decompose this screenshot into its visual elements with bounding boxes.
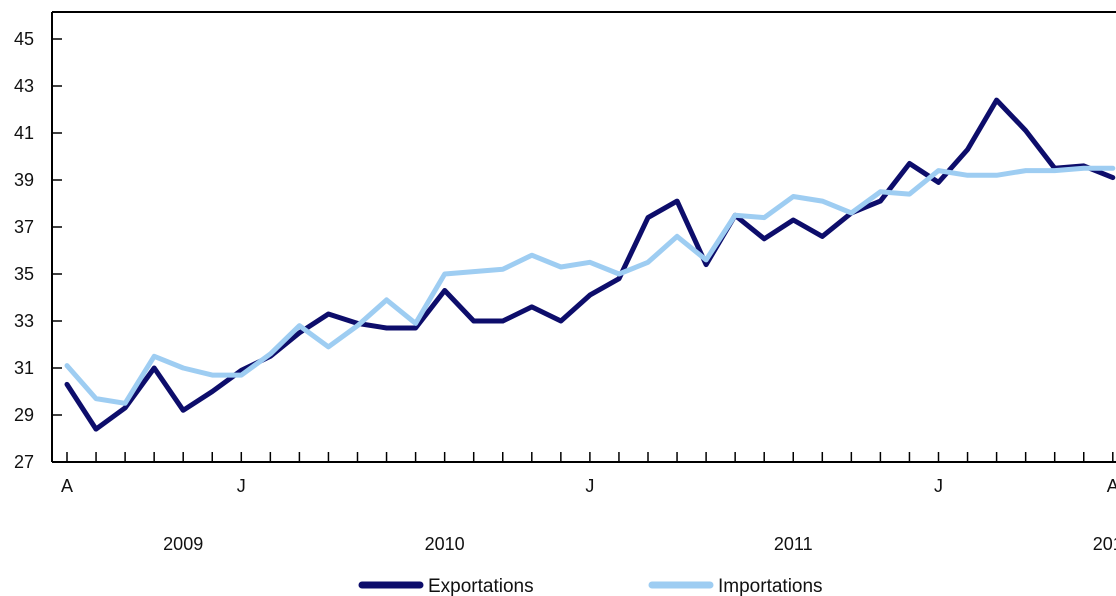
- year-label: 2012: [1093, 534, 1116, 554]
- x-tick-label: J: [934, 476, 943, 496]
- x-axis-ticks: A J J J A 2009 2010 2011 2012: [61, 452, 1116, 554]
- legend-label-importations: Importations: [718, 576, 823, 596]
- legend-label-exportations: Exportations: [428, 576, 534, 596]
- series-line-importations: [64, 165, 1116, 406]
- legend: Exportations Importations: [358, 576, 823, 596]
- y-tick-label: 37: [14, 217, 34, 237]
- y-tick-label: 29: [14, 405, 34, 425]
- x-tick-label: J: [585, 476, 594, 496]
- year-label: 2011: [774, 534, 813, 554]
- x-tick-label: J: [237, 476, 246, 496]
- y-tick-label: 45: [14, 29, 34, 49]
- y-tick-label: 43: [14, 76, 34, 96]
- y-axis-ticks: 27 29 31 33 35 37 39 41 43 45: [14, 29, 62, 472]
- year-label: 2009: [163, 534, 203, 554]
- y-tick-label: 33: [14, 311, 34, 331]
- y-tick-label: 39: [14, 170, 34, 190]
- y-tick-label: 31: [14, 358, 34, 378]
- x-tick-label: A: [61, 476, 73, 496]
- y-tick-label: 41: [14, 123, 34, 143]
- y-tick-label: 35: [14, 264, 34, 284]
- series-line-exportations: [64, 97, 1116, 432]
- y-tick-label: 27: [14, 452, 34, 472]
- series-lines: [64, 97, 1116, 432]
- year-label: 2010: [425, 534, 465, 554]
- x-tick-label: A: [1107, 476, 1116, 496]
